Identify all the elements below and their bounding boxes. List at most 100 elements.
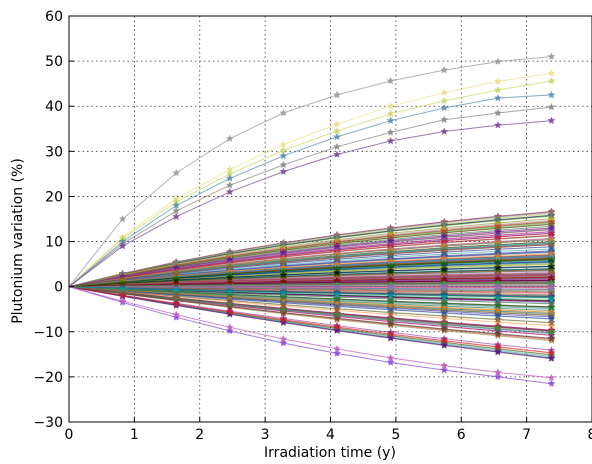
data-point xyxy=(547,354,556,362)
data-point xyxy=(386,76,395,85)
data-point xyxy=(279,239,288,247)
data-point xyxy=(333,126,342,135)
data-point xyxy=(333,231,342,239)
series-line xyxy=(68,239,552,288)
series-line xyxy=(68,286,552,308)
data-point xyxy=(493,342,502,351)
y-tick-label: 0 xyxy=(54,280,63,296)
series-235 xyxy=(68,90,556,288)
data-point xyxy=(440,336,449,344)
series-line xyxy=(68,218,552,288)
data-point xyxy=(547,373,556,382)
data-point xyxy=(440,299,449,307)
data-point xyxy=(386,319,395,328)
data-point xyxy=(333,142,342,151)
data-point xyxy=(493,77,502,85)
data-point xyxy=(279,151,288,160)
data-point xyxy=(493,305,502,314)
series-223 xyxy=(68,214,556,288)
data-point xyxy=(279,248,288,256)
data-point xyxy=(279,334,288,343)
series-line xyxy=(68,94,552,288)
data-point xyxy=(225,278,234,286)
data-point xyxy=(493,372,502,381)
data-point xyxy=(172,212,181,221)
series-232 xyxy=(68,52,556,288)
data-point xyxy=(279,140,288,148)
series-233 xyxy=(68,69,556,288)
data-point xyxy=(547,273,556,281)
data-point xyxy=(493,329,502,338)
data-point xyxy=(333,344,342,353)
data-point xyxy=(440,291,449,299)
series-line xyxy=(68,286,552,340)
data-point xyxy=(386,314,395,323)
data-point xyxy=(225,299,234,308)
y-tick-label: 30 xyxy=(45,144,63,160)
data-point xyxy=(172,299,181,308)
data-point xyxy=(493,323,502,331)
data-point xyxy=(279,167,288,175)
data-point xyxy=(547,318,556,327)
data-point xyxy=(333,150,342,158)
data-point xyxy=(225,181,234,189)
data-point xyxy=(279,258,288,266)
series-line xyxy=(68,286,552,359)
series-194 xyxy=(68,286,556,335)
data-point xyxy=(547,217,556,225)
data-point xyxy=(547,264,556,273)
data-point xyxy=(493,274,502,282)
data-point xyxy=(118,275,127,283)
data-point xyxy=(172,268,181,277)
series-line xyxy=(68,285,552,288)
data-point xyxy=(333,132,342,141)
data-point xyxy=(440,319,449,327)
series-line xyxy=(68,227,552,288)
data-point xyxy=(386,229,395,237)
data-point xyxy=(225,174,234,182)
data-point xyxy=(333,304,342,313)
data-point xyxy=(493,108,502,117)
data-point xyxy=(386,224,395,233)
data-point xyxy=(279,300,288,309)
data-point xyxy=(440,312,449,320)
data-point xyxy=(225,307,234,316)
data-point xyxy=(440,218,449,226)
series-237 xyxy=(68,116,556,288)
series-231 xyxy=(68,240,556,288)
series-236 xyxy=(68,102,556,288)
data-point xyxy=(493,292,502,300)
y-tick-label: −20 xyxy=(33,370,63,386)
data-point xyxy=(493,243,502,251)
data-point xyxy=(225,255,234,263)
data-point xyxy=(333,322,342,331)
x-tick-label: 5 xyxy=(391,427,400,443)
data-point xyxy=(493,368,502,376)
data-point xyxy=(333,235,342,244)
data-point xyxy=(279,304,288,313)
data-point xyxy=(172,273,181,282)
data-point xyxy=(333,298,342,306)
data-point xyxy=(547,52,556,60)
data-point xyxy=(279,108,288,117)
data-point xyxy=(333,282,342,290)
data-point xyxy=(440,96,449,105)
series-line xyxy=(68,244,552,288)
data-point xyxy=(493,221,502,229)
data-point xyxy=(118,277,127,286)
data-point xyxy=(440,246,449,254)
data-point xyxy=(493,85,502,94)
data-point xyxy=(440,281,449,290)
series-219 xyxy=(68,281,556,290)
data-point xyxy=(547,348,556,357)
series-228 xyxy=(68,255,556,288)
data-point xyxy=(440,296,449,305)
data-point xyxy=(333,326,342,334)
data-point xyxy=(386,282,395,290)
data-point xyxy=(547,262,556,270)
y-tick-label: 10 xyxy=(45,235,63,251)
series-line xyxy=(68,281,552,288)
data-point xyxy=(386,261,395,270)
data-point xyxy=(386,308,395,316)
